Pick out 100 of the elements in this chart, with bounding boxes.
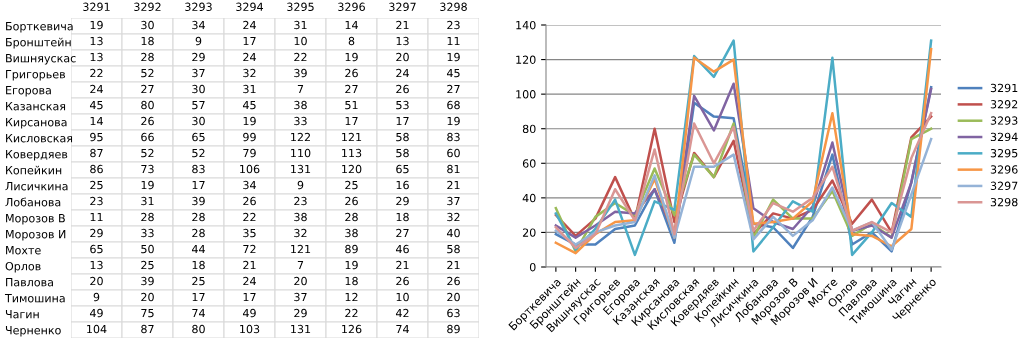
x-tick-label: 3298	[440, 2, 467, 11]
data-label: 52	[192, 148, 205, 158]
data-label: 37	[294, 292, 307, 302]
data-label: 35	[243, 228, 256, 238]
y-tick-label: Морозов И	[6, 230, 66, 241]
legend-label: 3291	[990, 83, 1018, 93]
data-label: 13	[90, 52, 103, 62]
legend-label: 3292	[990, 100, 1018, 109]
data-label: 17	[243, 292, 256, 302]
y-tick-label: Копейкин	[6, 165, 62, 175]
data-label: 11	[90, 212, 103, 222]
data-label: 17	[345, 116, 358, 126]
legend-label: 3298	[990, 197, 1018, 207]
data-label: 83	[447, 132, 460, 142]
data-label: 81	[447, 164, 460, 174]
data-label: 33	[141, 228, 154, 238]
y-tick-label: Морозов В	[6, 214, 65, 225]
data-label: 63	[447, 308, 460, 318]
data-label: 21	[396, 260, 409, 270]
data-label: 7	[297, 260, 304, 270]
data-label: 8	[348, 36, 355, 46]
y-tick-label: 100	[516, 90, 536, 99]
data-label: 10	[294, 36, 307, 46]
data-label: 21	[243, 260, 256, 270]
data-label: 52	[141, 68, 154, 78]
data-label: 13	[90, 36, 103, 46]
data-label: 19	[447, 52, 460, 62]
data-label: 14	[345, 20, 358, 30]
data-label: 26	[243, 196, 256, 206]
data-label: 57	[192, 100, 205, 110]
data-label: 66	[141, 132, 154, 142]
data-label: 24	[243, 20, 256, 30]
data-label: 103	[240, 324, 260, 334]
data-label: 49	[89, 308, 103, 318]
data-label: 20	[90, 276, 103, 286]
data-label: 25	[141, 260, 154, 270]
data-label: 14	[90, 116, 103, 126]
y-tick-label: 80	[522, 124, 536, 134]
data-label: 22	[243, 212, 256, 222]
data-label: 10	[396, 292, 409, 302]
data-label: 29	[396, 196, 409, 206]
data-label: 121	[291, 244, 311, 254]
data-label: 89	[447, 324, 460, 334]
data-label: 80	[192, 324, 205, 334]
x-tick-label: 3296	[338, 2, 365, 11]
data-label: 21	[447, 260, 460, 270]
data-label: 74	[396, 324, 409, 334]
data-label: 9	[93, 292, 100, 302]
data-label: 29	[192, 52, 205, 62]
x-tick-label: 3297	[389, 2, 416, 11]
y-tick-label: Казанская	[6, 102, 66, 111]
data-label: 27	[396, 228, 409, 238]
data-label: 74	[192, 308, 205, 318]
data-label: 30	[141, 20, 154, 30]
data-label: 80	[141, 100, 154, 110]
y-tick-label: 0	[529, 262, 536, 272]
data-label: 26	[396, 84, 409, 94]
data-label: 65	[90, 244, 103, 254]
y-tick-label: Кирсанова	[6, 118, 67, 129]
data-label: 34	[243, 180, 256, 190]
legend-label: 3294	[990, 132, 1018, 142]
data-label: 16	[396, 180, 409, 190]
y-tick-label: Бронштейн	[6, 37, 71, 49]
data-label: 28	[345, 212, 358, 222]
data-label: 24	[243, 276, 256, 286]
data-label: 122	[291, 132, 310, 142]
data-label: 58	[447, 244, 460, 254]
data-label: 18	[192, 260, 205, 270]
data-label: 18	[396, 212, 409, 222]
data-label: 19	[345, 260, 358, 270]
x-tick-label: 3291	[83, 2, 110, 11]
data-label: 58	[396, 148, 409, 158]
data-label: 104	[87, 324, 107, 334]
data-label: 65	[192, 132, 205, 142]
data-label: 26	[141, 116, 154, 126]
data-label: 121	[342, 132, 362, 142]
data-label: 20	[294, 276, 307, 286]
data-label: 31	[141, 196, 154, 206]
data-label: 17	[192, 292, 205, 302]
data-label: 68	[447, 100, 460, 110]
data-label: 28	[141, 212, 154, 222]
y-tick-label: Лисичкина	[5, 182, 68, 191]
data-label: 37	[447, 196, 460, 206]
data-label: 26	[447, 276, 460, 286]
data-label: 32	[447, 212, 460, 222]
data-label: 73	[141, 164, 154, 174]
x-tick-label: 3295	[287, 2, 314, 11]
data-label: 37	[192, 68, 205, 78]
data-label: 28	[192, 212, 205, 222]
data-label: 21	[447, 180, 460, 190]
data-label: 38	[294, 212, 307, 222]
data-label: 20	[396, 52, 409, 62]
y-tick-label: Лобанова	[5, 197, 61, 207]
data-label: 45	[242, 100, 256, 110]
data-label: 20	[141, 292, 154, 302]
data-label: 31	[243, 84, 256, 94]
data-label: 22	[345, 308, 358, 318]
data-label: 29	[294, 308, 307, 318]
data-label: 24	[90, 84, 103, 94]
x-tick-label: 3294	[236, 2, 264, 11]
